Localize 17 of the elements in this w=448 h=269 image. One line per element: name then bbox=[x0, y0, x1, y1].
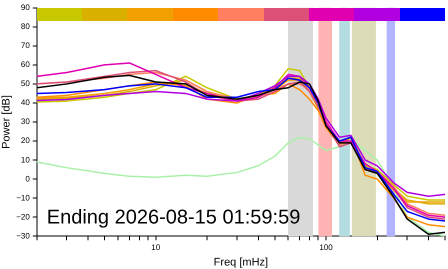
y-tick-label: 40 bbox=[20, 98, 30, 108]
y-tick-label: −10 bbox=[16, 193, 30, 202]
y-tick-label: 80 bbox=[20, 22, 30, 32]
y-tick-label: −20 bbox=[16, 212, 30, 222]
y-tick-label: 90 bbox=[20, 3, 30, 12]
x-tick-label: 100 bbox=[319, 243, 334, 252]
x-axis-title: Freq [mHz] bbox=[214, 256, 268, 268]
y-tick-label: 30 bbox=[20, 117, 30, 126]
y-axis-title: Power [dB] bbox=[0, 95, 13, 149]
y-tick-label: 50 bbox=[20, 79, 30, 88]
y-tick-label: 0 bbox=[25, 174, 30, 184]
y-tick-label: −30 bbox=[16, 231, 30, 240]
annotation: Ending 2026-08-15 01:59:59 bbox=[46, 206, 300, 229]
y-tick-label: 10 bbox=[20, 155, 30, 164]
y-tick-label: 70 bbox=[20, 41, 30, 50]
y-tick-label: 60 bbox=[20, 60, 30, 70]
y-tick-label: 20 bbox=[20, 136, 30, 146]
